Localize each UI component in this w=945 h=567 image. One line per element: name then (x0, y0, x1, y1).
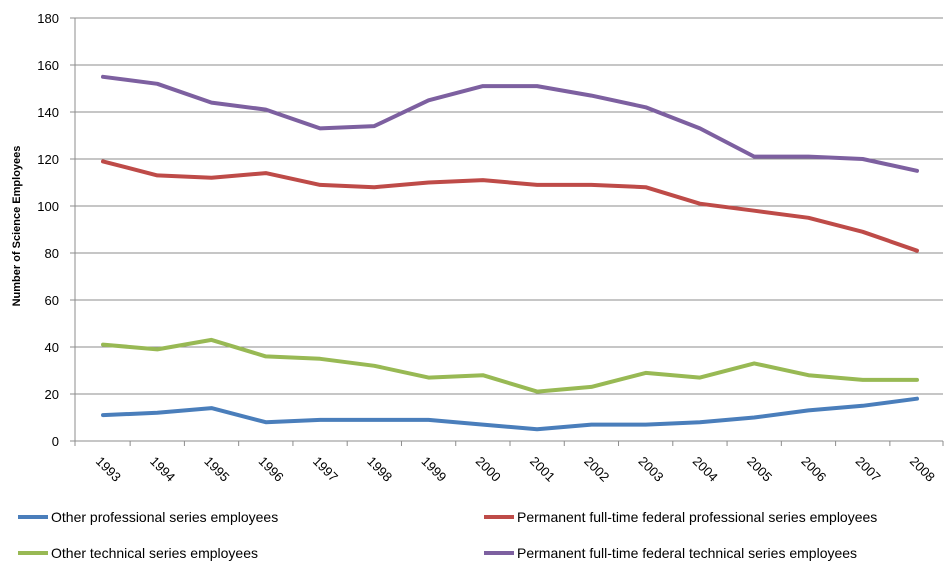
series-line (101, 159, 919, 253)
y-tick-label: 40 (45, 340, 59, 355)
x-tick-label: 2004 (690, 454, 721, 485)
gridlines (75, 17, 943, 395)
y-axis-label: Number of Science Employees (11, 146, 23, 307)
x-tick-label: 2008 (907, 454, 938, 485)
y-tick-label: 140 (37, 105, 59, 120)
y-tick-label: 180 (37, 11, 59, 26)
x-axis-ticks: 1993 1994 1995 1996 1997 1998 1999 2000 2001 2002… (74, 441, 944, 485)
series-lines (101, 74, 919, 432)
y-tick-label: 60 (45, 293, 59, 308)
x-tick-label: 1993 (93, 454, 124, 485)
x-tick-label: 1998 (364, 454, 395, 485)
legend: Other professional series employees Perma… (18, 509, 877, 561)
legend-label: Permanent full-time federal professional… (517, 509, 877, 525)
axes (74, 18, 943, 442)
x-tick-label: 1999 (418, 454, 449, 485)
x-tick-label: 2000 (473, 454, 504, 485)
legend-label: Other professional series employees (51, 509, 278, 525)
x-tick-label: 2005 (744, 454, 775, 485)
y-tick-label: 120 (37, 152, 59, 167)
x-tick-label: 1995 (201, 454, 232, 485)
y-tick-label: 80 (45, 246, 59, 261)
x-tick-label: 2007 (853, 454, 884, 485)
legend-label: Other technical series employees (51, 545, 258, 561)
series-line (101, 337, 919, 394)
x-tick-label: 2002 (581, 454, 612, 485)
series-line (101, 396, 919, 432)
y-tick-label: 0 (52, 434, 59, 449)
x-tick-label: 2001 (527, 454, 558, 485)
x-tick-label: 1994 (147, 454, 178, 485)
x-tick-label: 2003 (636, 454, 667, 485)
x-tick-label: 1996 (256, 454, 287, 485)
x-tick-label: 1997 (310, 454, 341, 485)
series-line (101, 74, 919, 173)
x-tick-label: 2006 (798, 454, 829, 485)
y-tick-label: 100 (37, 199, 59, 214)
legend-label: Permanent full-time federal technical se… (517, 545, 857, 561)
y-tick-label: 160 (37, 58, 59, 73)
y-tick-label: 20 (45, 387, 59, 402)
y-axis-ticks: 0 20 40 60 80 100 120 140 160 180 (37, 11, 75, 449)
